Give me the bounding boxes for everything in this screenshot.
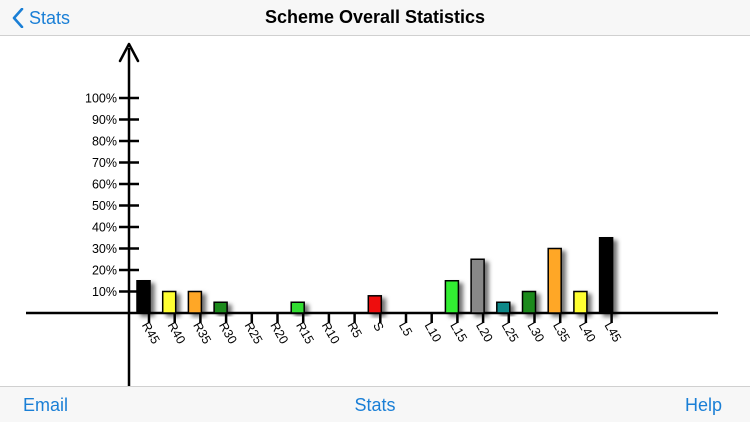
bar-l15 (444, 280, 460, 314)
y-axis-arrow (118, 42, 140, 63)
x-tick-label: R25 (242, 320, 266, 347)
y-tick-label: 10% (92, 285, 117, 299)
x-tick-label: L40 (576, 320, 599, 345)
back-button-label: Stats (29, 7, 71, 28)
y-tick-label: 100% (85, 92, 117, 106)
x-tick-label: L10 (422, 320, 445, 345)
x-tick-label: R10 (319, 320, 343, 347)
x-tick-label: R40 (165, 320, 189, 347)
x-tick-label: L30 (524, 320, 547, 345)
x-tick-label: L15 (447, 320, 470, 345)
bar-r35 (187, 290, 203, 314)
x-tick-label: R35 (190, 320, 214, 347)
bar-l45 (598, 237, 614, 314)
email-button[interactable]: Email (23, 395, 69, 415)
bar-chart: 10% 20% 30% 40% 50% 60% 70% 80% 90% 100% R45 R40 R35… (26, 42, 718, 386)
bar-l40 (573, 290, 588, 314)
y-tick-label: 60% (92, 178, 117, 192)
bar-l35 (547, 247, 562, 314)
y-tick-label: 70% (92, 156, 117, 170)
stats-button[interactable]: Stats (354, 395, 396, 415)
bottom-toolbar: Email Stats Help (0, 386, 750, 422)
y-tick-label: 30% (92, 242, 117, 256)
bar-s (367, 295, 383, 314)
bar-l20 (470, 258, 485, 314)
x-tick-label: L35 (550, 320, 573, 345)
bar-r30 (213, 301, 228, 314)
back-button[interactable]: Stats (12, 4, 70, 32)
x-tick-label: R15 (293, 320, 317, 347)
bar-r45 (136, 280, 151, 314)
chevron-left-icon (12, 8, 24, 28)
y-tick-label: 80% (92, 135, 117, 149)
x-tick-label: R20 (267, 320, 291, 347)
x-tick-label: L20 (473, 320, 496, 345)
navigation-bar: Stats Scheme Overall Statistics (0, 0, 750, 36)
bar-l25 (496, 301, 511, 314)
y-tick-label: 20% (92, 264, 117, 278)
chart-area: 10% 20% 30% 40% 50% 60% 70% 80% 90% 100% R45 R40 R35… (0, 36, 750, 386)
y-tick-label: 50% (92, 199, 117, 213)
x-tick-label: L5 (396, 320, 415, 339)
x-tick-label: R45 (139, 320, 163, 347)
help-button[interactable]: Help (684, 395, 722, 415)
x-tick-label: S (370, 320, 386, 334)
x-tick-label: R30 (216, 320, 240, 347)
x-tick-label: L25 (499, 320, 522, 345)
bar-r40 (161, 290, 177, 314)
x-tick-label: R5 (345, 320, 365, 341)
page-title: Scheme Overall Statistics (264, 7, 486, 27)
y-tick-label: 90% (92, 113, 117, 127)
x-tick-label: L45 (602, 320, 625, 345)
bar-r15 (290, 301, 305, 314)
bar-l30 (521, 290, 537, 314)
y-tick-label: 40% (92, 221, 117, 235)
